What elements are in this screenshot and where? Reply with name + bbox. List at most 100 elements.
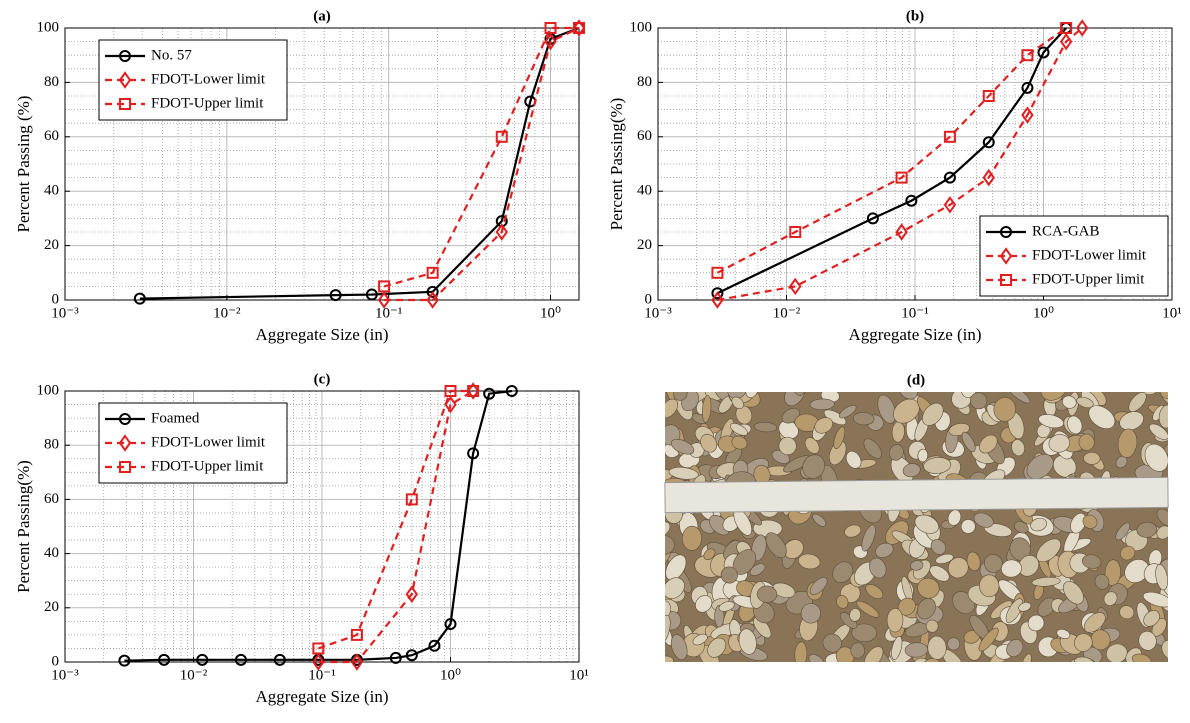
series-line — [124, 389, 512, 662]
plot-frame — [657, 27, 1173, 301]
marker — [495, 130, 508, 143]
x-tick-label: 10⁰ — [440, 667, 461, 683]
marker — [1021, 106, 1034, 124]
stone — [852, 412, 875, 426]
marker — [895, 223, 908, 241]
stone — [1128, 392, 1147, 412]
stone — [814, 417, 833, 434]
stone — [1020, 653, 1032, 662]
marker — [999, 247, 1013, 265]
stone — [1083, 612, 1106, 633]
marker — [426, 291, 439, 309]
marker — [158, 653, 171, 666]
stone — [1131, 653, 1152, 662]
marker — [273, 653, 286, 666]
chart: 10⁻³ 10⁻² 10⁻¹ 10⁰ 10¹ 0 20 40 60 80 100 (c) Aggrega… — [14, 371, 589, 705]
stone — [1081, 554, 1102, 569]
x-tick-label: 10⁰ — [540, 305, 561, 321]
legend: RCA-GAB FDOT-Lower limit FDOT-Upper limit — [979, 215, 1169, 297]
x-tick-label: 10⁻¹ — [375, 305, 402, 321]
stone — [1048, 434, 1070, 453]
stone — [833, 426, 846, 449]
y-tick-label: 60 — [44, 491, 59, 507]
legend-label: No. 57 — [151, 47, 192, 63]
stone — [877, 394, 896, 424]
marker — [866, 212, 879, 225]
stone — [1062, 395, 1077, 409]
y-tick-label: 0 — [645, 291, 653, 307]
marker — [350, 653, 364, 671]
stone — [1026, 453, 1054, 480]
stone — [808, 654, 825, 662]
marker — [943, 130, 956, 143]
x-tick-label: 10⁻¹ — [308, 667, 335, 683]
stone — [809, 398, 835, 410]
series-line — [384, 27, 580, 302]
marker — [466, 382, 480, 400]
stone — [1156, 525, 1168, 540]
stone — [1006, 392, 1031, 404]
y-tick-label: 100 — [37, 382, 60, 398]
stone — [1083, 452, 1101, 465]
stone — [753, 616, 772, 639]
stone — [756, 585, 778, 603]
marker — [1021, 81, 1034, 94]
x-tick-label: 10⁰ — [1033, 305, 1054, 321]
legend-label: RCA-GAB — [1032, 223, 1100, 239]
stone — [921, 658, 942, 662]
marker — [572, 19, 586, 37]
legend-label: FDOT-Upper limit — [151, 458, 264, 474]
stone — [738, 628, 757, 655]
marker — [350, 628, 363, 641]
stone — [1005, 598, 1023, 623]
stone — [1014, 521, 1029, 534]
y-tick-label: 80 — [44, 437, 59, 453]
stone — [984, 523, 1013, 538]
chart-title: (a) — [313, 8, 331, 24]
legend-label: FDOT-Upper limit — [1032, 271, 1145, 287]
stone — [1006, 639, 1024, 658]
stone — [1011, 439, 1025, 457]
marker — [1021, 49, 1034, 62]
series-line — [717, 27, 1083, 302]
legend-label: FDOT-Lower limit — [151, 71, 266, 87]
stone — [917, 577, 940, 599]
stone — [670, 634, 688, 661]
stone — [1027, 614, 1045, 632]
marker — [428, 639, 441, 652]
stone — [922, 402, 944, 426]
y-tick-label: 80 — [44, 74, 59, 90]
stone — [1138, 630, 1157, 651]
stone — [753, 421, 778, 433]
stone — [1115, 522, 1131, 541]
stone — [1094, 574, 1110, 590]
series-line — [716, 27, 1067, 274]
stone — [1082, 514, 1098, 529]
stone — [1124, 559, 1150, 583]
marker — [982, 90, 995, 102]
marker — [118, 434, 132, 452]
x-tick-label: 10⁻² — [213, 305, 241, 321]
stone — [832, 561, 854, 584]
stone — [1037, 597, 1056, 617]
stone — [1056, 628, 1071, 639]
stone — [1119, 605, 1135, 620]
x-axis-label: Aggregate Size (in) — [255, 325, 388, 344]
stone — [702, 395, 712, 423]
stone — [1104, 559, 1121, 586]
stone — [665, 655, 674, 662]
stone — [812, 513, 827, 527]
marker — [544, 32, 557, 51]
stone — [800, 603, 821, 624]
stone — [983, 553, 1003, 573]
series-line — [318, 389, 474, 650]
stone — [966, 551, 981, 572]
legend-label: FDOT-Lower limit — [1032, 247, 1147, 263]
x-tick-label: 10⁻³ — [51, 305, 79, 321]
y-tick-label: 20 — [637, 237, 652, 253]
stone — [682, 525, 702, 551]
stone — [778, 420, 799, 440]
stone — [1105, 643, 1128, 662]
chart: 10⁻³ 10⁻² 10⁻¹ 10⁰ 0 20 40 60 80 100 (a) Aggregate … — [14, 8, 586, 344]
stone — [864, 646, 884, 662]
